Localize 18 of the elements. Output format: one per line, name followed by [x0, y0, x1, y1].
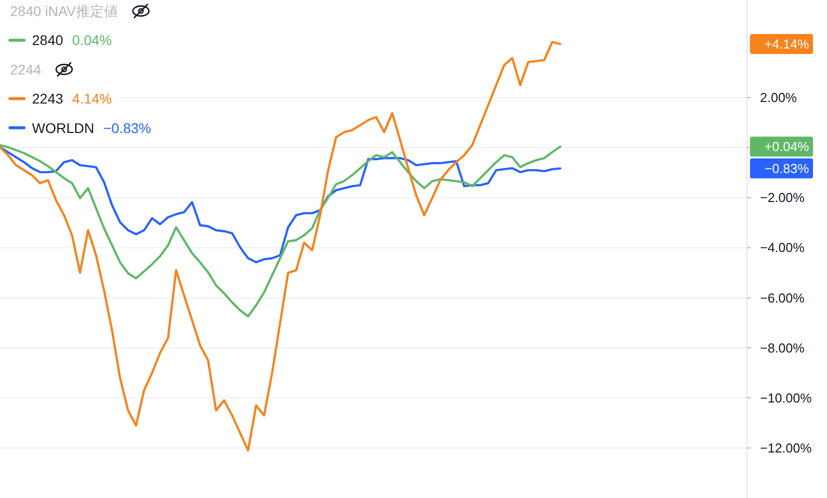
y-tick-label: −2.00% [760, 190, 805, 206]
legend-label: WORLDN [32, 120, 94, 136]
price-tag: −0.83% [750, 158, 813, 178]
legend-label: 2840 [32, 32, 64, 48]
price-tag: +0.04% [750, 136, 813, 157]
annotation: −0.83% [103, 120, 152, 136]
y-tick-label: −10.00% [760, 390, 812, 406]
annotation: 2840 iNAV推定値 [10, 3, 118, 19]
price-tag: +4.14% [750, 34, 813, 54]
y-tick-label: −6.00% [760, 290, 805, 306]
y-tick-label: −4.00% [760, 240, 805, 256]
annotation: 2244 [10, 61, 42, 78]
legend-label: 2243 [32, 90, 64, 107]
y-tick-label: 2.00% [760, 90, 798, 106]
y-tick-label: −8.00% [760, 340, 805, 356]
y-tick-label: −12.00% [760, 440, 812, 456]
annotation: 0.04% [72, 32, 112, 48]
annotation: 4.14% [72, 90, 112, 107]
